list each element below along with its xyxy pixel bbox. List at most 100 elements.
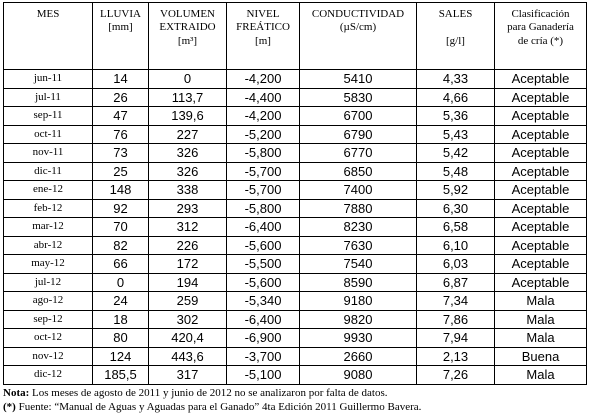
header-nivel: NIVEL FREÁTICO [m] [226,2,300,70]
cell-lluvia: 66 [92,254,149,274]
cell-clasificacion: Aceptable [494,198,587,218]
table-row: sep-11 47 139,6 -4,200 6700 5,36 Aceptable [3,106,587,126]
cell-conductividad: 2660 [299,346,417,366]
cell-conductividad: 7630 [299,235,417,255]
cell-lluvia: 80 [92,328,149,348]
header-nivel-unit: [m] [255,34,271,47]
cell-nivel: -4,200 [226,106,300,126]
cell-mes: ago-12 [3,291,93,311]
cell-sales: 5,92 [416,180,495,200]
header-nivel-label: NIVEL [246,8,280,20]
header-sales: SALES [g/l] [416,2,495,70]
cell-clasificacion: Mala [494,291,587,311]
table-row: ago-12 24 259 -5,340 9180 7,34 Mala [3,291,587,311]
cell-clasificacion: Aceptable [494,180,587,200]
cell-sales: 6,10 [416,235,495,255]
cell-mes: nov-12 [3,346,93,366]
header-row: MES LLUVIA [mm] VOLUMEN EXTRAIDO [m³] NI… [3,2,587,70]
cell-conductividad: 9180 [299,291,417,311]
water-quality-table: MES LLUVIA [mm] VOLUMEN EXTRAIDO [m³] NI… [3,2,587,385]
cell-clasificacion: Aceptable [494,106,587,126]
cell-lluvia: 47 [92,106,149,126]
cell-lluvia: 73 [92,143,149,163]
cell-lluvia: 24 [92,291,149,311]
cell-mes: abr-12 [3,235,93,255]
cell-sales: 5,36 [416,106,495,126]
cell-conductividad: 9930 [299,328,417,348]
cell-volumen: 113,7 [148,87,227,107]
header-volumen: VOLUMEN EXTRAIDO [m³] [148,2,227,70]
header-conductividad-unit: (µS/cm) [339,21,377,34]
cell-clasificacion: Aceptable [494,217,587,237]
cell-clasificacion: Aceptable [494,161,587,181]
cell-mes: jul-12 [3,272,93,292]
cell-mes: feb-12 [3,198,93,218]
cell-lluvia: 76 [92,124,149,144]
header-clasificacion-line-3: de cría (*) [517,34,564,47]
cell-clasificacion: Aceptable [494,143,587,163]
cell-volumen: 302 [148,309,227,329]
cell-lluvia: 92 [92,198,149,218]
table-row: abr-12 82 226 -5,600 7630 6,10 Aceptable [3,235,587,255]
table-row: nov-11 73 326 -5,800 6770 5,42 Aceptable [3,143,587,163]
cell-nivel: -6,900 [226,328,300,348]
table-row: sep-12 18 302 -6,400 9820 7,86 Mala [3,309,587,329]
cell-sales: 5,48 [416,161,495,181]
cell-lluvia: 18 [92,309,149,329]
cell-nivel: -3,700 [226,346,300,366]
table-row: jul-12 0 194 -5,600 8590 6,87 Aceptable [3,272,587,292]
cell-lluvia: 148 [92,180,149,200]
cell-conductividad: 6790 [299,124,417,144]
source-line: (*) Fuente: “Manual de Aguas y Aguadas p… [3,401,421,415]
cell-sales: 6,30 [416,198,495,218]
cell-sales: 4,66 [416,87,495,107]
cell-conductividad: 8230 [299,217,417,237]
cell-nivel: -5,600 [226,272,300,292]
cell-conductividad: 6770 [299,143,417,163]
cell-conductividad: 9080 [299,365,417,385]
cell-volumen: 259 [148,291,227,311]
table-row: may-12 66 172 -5,500 7540 6,03 Aceptable [3,254,587,274]
table-row: dic-11 25 326 -5,700 6850 5,48 Aceptable [3,161,587,181]
cell-volumen: 326 [148,143,227,163]
cell-mes: oct-12 [3,328,93,348]
cell-mes: mar-12 [3,217,93,237]
cell-volumen: 139,6 [148,106,227,126]
cell-volumen: 226 [148,235,227,255]
cell-conductividad: 7400 [299,180,417,200]
table-row: mar-12 70 312 -6,400 8230 6,58 Aceptable [3,217,587,237]
cell-clasificacion: Aceptable [494,124,587,144]
cell-nivel: -5,700 [226,180,300,200]
cell-clasificacion: Mala [494,309,587,329]
cell-nivel: -5,340 [226,291,300,311]
cell-lluvia: 185,5 [92,365,149,385]
header-lluvia-label: LLUVIA [100,8,141,20]
table-body: jun-11 14 0 -4,200 5410 4,33 Aceptable jul-11 26… [3,69,587,385]
footnotes: Nota: Los meses de agosto de 2011 y juni… [3,387,421,414]
cell-sales: 5,42 [416,143,495,163]
cell-sales: 6,03 [416,254,495,274]
cell-volumen: 326 [148,161,227,181]
cell-mes: ene-12 [3,180,93,200]
cell-nivel: -5,100 [226,365,300,385]
header-clasificacion: Clasificación para Ganadería de cría (*) [494,2,587,70]
cell-lluvia: 82 [92,235,149,255]
header-mes: MES [3,2,93,70]
cell-lluvia: 14 [92,69,149,89]
table-row: nov-12 124 443,6 -3,700 2660 2,13 Buena [3,346,587,366]
cell-clasificacion: Aceptable [494,254,587,274]
header-conductividad: CONDUCTIVIDAD (µS/cm) [299,2,417,70]
header-lluvia-unit: [mm] [108,21,133,34]
cell-clasificacion: Aceptable [494,272,587,292]
cell-sales: 6,58 [416,217,495,237]
header-nivel-label-2: FREÁTICO [236,21,290,34]
cell-lluvia: 26 [92,87,149,107]
cell-lluvia: 0 [92,272,149,292]
cell-sales: 5,43 [416,124,495,144]
cell-volumen: 0 [148,69,227,89]
cell-volumen: 443,6 [148,346,227,366]
cell-clasificacion: Buena [494,346,587,366]
cell-nivel: -5,700 [226,161,300,181]
cell-clasificacion: Aceptable [494,87,587,107]
header-conductividad-label: CONDUCTIVIDAD [311,8,405,20]
